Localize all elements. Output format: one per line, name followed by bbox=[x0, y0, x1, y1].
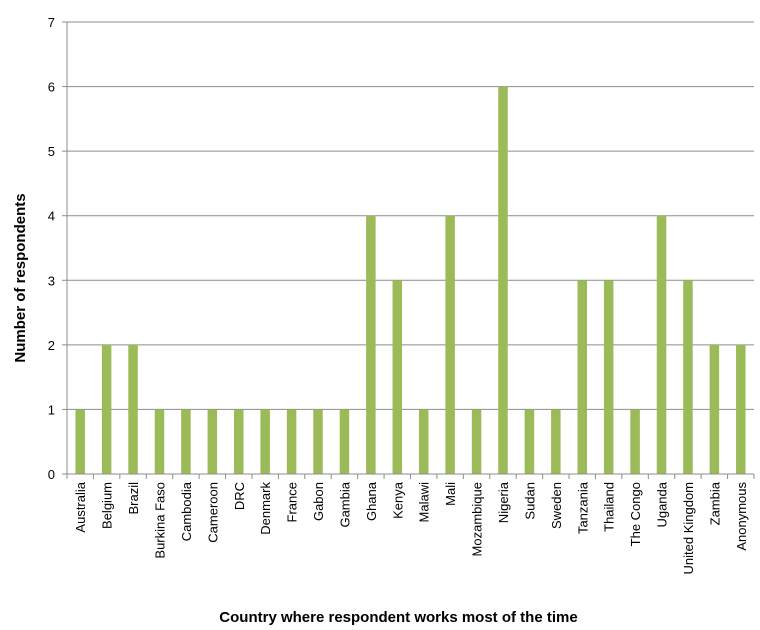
bar-zambia bbox=[709, 344, 720, 474]
bar-australia bbox=[75, 409, 85, 474]
bar-uganda bbox=[656, 215, 667, 474]
bar-kenya bbox=[392, 280, 403, 474]
y-tick-label: 7 bbox=[48, 15, 55, 30]
x-tick-label: Belgium bbox=[100, 482, 115, 529]
x-tick-label: Nigeria bbox=[496, 481, 511, 523]
bar-sweden bbox=[551, 409, 561, 474]
y-axis-title: Number of respondents bbox=[12, 193, 29, 362]
x-tick-label: Mali bbox=[443, 482, 458, 506]
x-tick-label: Sweden bbox=[549, 482, 564, 529]
x-tick-label: Denmark bbox=[258, 482, 273, 535]
x-tick-label: Burkina Faso bbox=[152, 482, 167, 559]
x-tick-labels: Australia Belgium Brazil Burkina Faso Cambod… bbox=[73, 481, 749, 574]
bar-tanzania bbox=[577, 280, 588, 474]
x-tick-label: France bbox=[285, 482, 300, 522]
x-tick-label: DRC bbox=[232, 482, 247, 510]
bar-nigeria bbox=[498, 86, 508, 475]
bar-gabon bbox=[313, 409, 323, 474]
bar-gambia bbox=[339, 409, 350, 474]
bar-ghana bbox=[366, 215, 376, 474]
x-tick-label: Malawi bbox=[417, 482, 432, 523]
y-tick-labels: 0 1 2 3 4 5 6 7 bbox=[48, 15, 55, 482]
bar-anonymous bbox=[736, 344, 746, 474]
y-tick-label: 0 bbox=[48, 467, 55, 482]
y-tick-label: 2 bbox=[48, 338, 55, 353]
bar-belgium bbox=[101, 344, 112, 474]
x-tick-label: Anonymous bbox=[734, 482, 749, 551]
x-tick-label: Gabon bbox=[311, 482, 326, 521]
y-tick-label: 3 bbox=[48, 273, 55, 288]
bar-mozambique bbox=[471, 409, 482, 474]
x-tick-label: Australia bbox=[73, 481, 88, 532]
x-tick-label: Brazil bbox=[126, 482, 141, 515]
x-tick-label: Cameroon bbox=[205, 482, 220, 543]
bar-sudan bbox=[524, 409, 535, 474]
bar-burkina-faso bbox=[154, 409, 165, 474]
x-tick-label: Gambia bbox=[337, 481, 352, 527]
x-tick-label: Thailand bbox=[602, 482, 617, 532]
x-tick-label: Sudan bbox=[522, 482, 537, 520]
y-tick-label: 4 bbox=[48, 209, 55, 224]
x-tick-label: Mozambique bbox=[470, 482, 485, 556]
bar-france bbox=[286, 409, 297, 474]
x-tick-label: Zambia bbox=[707, 481, 722, 525]
bar-mali bbox=[445, 215, 455, 474]
x-axis-title: Country where respondent works most of t… bbox=[219, 609, 577, 626]
bar-drc bbox=[233, 409, 244, 474]
bar-united-kingdom bbox=[683, 280, 693, 474]
x-tick-label: The Congo bbox=[628, 482, 643, 546]
axes bbox=[62, 21, 755, 479]
y-tick-label: 6 bbox=[48, 80, 55, 95]
bar-denmark bbox=[260, 409, 270, 474]
x-tick-label: United Kingdom bbox=[681, 482, 696, 575]
x-tick-label: Ghana bbox=[364, 481, 379, 521]
x-tick-label: Uganda bbox=[655, 481, 670, 527]
bar-brazil bbox=[128, 344, 138, 474]
gridlines bbox=[67, 21, 754, 410]
y-tick-label: 5 bbox=[48, 144, 55, 159]
bar-the-congo bbox=[630, 409, 640, 474]
x-tick-label: Cambodia bbox=[179, 481, 194, 541]
bar-cameroon bbox=[207, 409, 218, 474]
bar-malawi bbox=[418, 409, 429, 474]
x-tick-label: Tanzania bbox=[575, 481, 590, 534]
bar-cambodia bbox=[181, 409, 191, 474]
bars bbox=[75, 86, 746, 475]
y-tick-label: 1 bbox=[48, 402, 55, 417]
x-tick-label: Kenya bbox=[390, 481, 405, 519]
bar-thailand bbox=[603, 280, 614, 474]
